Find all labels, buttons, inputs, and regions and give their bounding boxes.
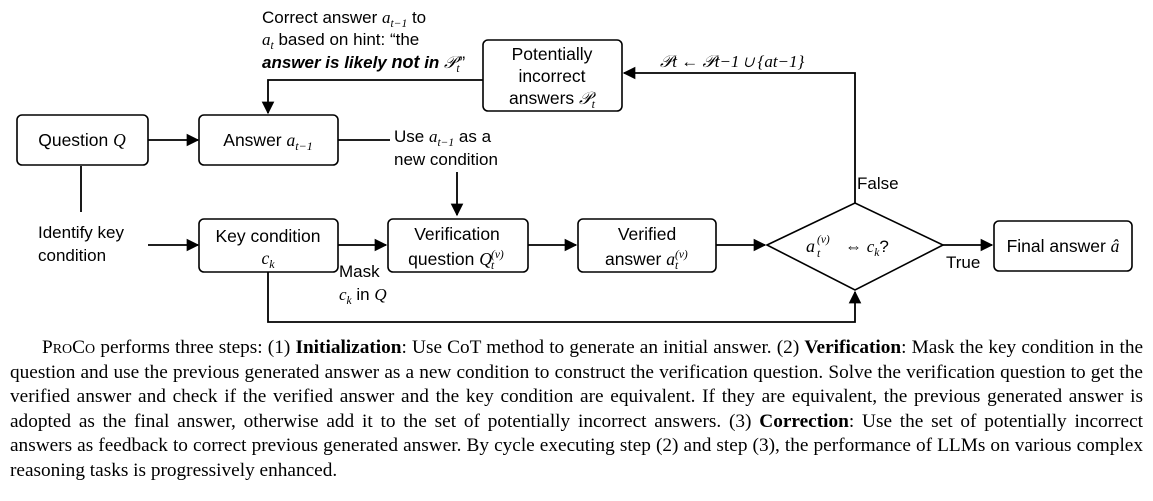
svg-text:Verified: Verified — [618, 224, 676, 244]
svg-text:t: t — [817, 248, 821, 260]
svg-text:Key condition: Key condition — [215, 226, 320, 246]
connectors — [80, 66, 994, 323]
false-label: False — [857, 174, 899, 193]
svg-text:incorrect: incorrect — [518, 66, 585, 86]
equivalence-check-diamond: a (v) t ⇔ ck? — [765, 202, 945, 291]
svg-text:Final answer â: Final answer â — [1007, 236, 1120, 256]
svg-text:condition: condition — [38, 246, 106, 265]
new-condition-label: Use at−1 as a new condition — [394, 127, 498, 169]
svg-text:Answer at−1: Answer at−1 — [223, 130, 312, 153]
caption-correction-text: : Use the set of potentially incorrect a… — [10, 410, 1143, 481]
question-box: Question Q — [16, 114, 149, 166]
mask-label: Mask ck in Q — [339, 262, 387, 307]
arrow-feedback-to-answer — [261, 79, 483, 115]
svg-text:Verification: Verification — [414, 224, 500, 244]
verified-answer-box: Verified answer a (v) t — [577, 218, 717, 273]
svg-text:(v): (v) — [491, 249, 504, 261]
figure-caption: ProCo performs three steps: (1) Initiali… — [10, 336, 1143, 484]
svg-text:ck in Q: ck in Q — [339, 285, 387, 307]
caption-intro: performs three steps: (1) — [100, 337, 291, 358]
svg-text:(v): (v) — [817, 234, 830, 246]
final-answer-box: Final answer â — [993, 220, 1133, 272]
step-verification-label: Verification — [804, 337, 902, 358]
svg-text:Potentially: Potentially — [512, 44, 593, 64]
method-name: ProCo — [42, 337, 96, 358]
svg-text:a: a — [806, 236, 815, 256]
svg-text:(v): (v) — [675, 249, 688, 261]
svg-text:Mask: Mask — [339, 262, 380, 281]
answer-box: Answer at−1 — [198, 114, 339, 166]
step-initialization-label: Initialization — [295, 337, 402, 358]
svg-text:question Q: question Q — [408, 249, 492, 269]
true-label: True — [946, 253, 980, 272]
svg-text:new condition: new condition — [394, 150, 498, 169]
svg-text:at based on hint: “the: at based on hint: “the — [262, 30, 419, 52]
svg-text:Correct answer at−1 to: Correct answer at−1 to — [262, 8, 426, 30]
key-condition-box: Key condition ck — [198, 218, 339, 273]
svg-text:answer a: answer a — [605, 249, 675, 269]
svg-text:ck: ck — [261, 248, 275, 271]
arrow-false-to-potentially-incorrect — [622, 66, 856, 205]
svg-text:Use at−1 as a: Use at−1 as a — [394, 127, 492, 149]
proco-flow-diagram: Question Q Answer at−1 Potentially incor… — [16, 8, 1133, 323]
caption-initialization-text: : Use CoT method to generate an initial … — [401, 337, 800, 358]
svg-text:t: t — [491, 260, 495, 272]
caption-verification-text: : Mask the key condition in the question… — [10, 337, 1144, 432]
update-rule-label: 𝒫t ← 𝒫t−1 ∪ {at−1} — [660, 52, 805, 71]
svg-text:answers 𝒫t: answers 𝒫t — [509, 88, 597, 111]
arrow-key-condition-to-decision — [267, 272, 862, 323]
svg-text:Question Q: Question Q — [38, 130, 126, 150]
svg-text:t: t — [675, 260, 679, 272]
identify-key-label: Identify key condition — [38, 223, 124, 265]
correction-hint-label: Correct answer at−1 to at based on hint:… — [262, 8, 466, 75]
potentially-incorrect-box: Potentially incorrect answers 𝒫t — [482, 39, 623, 112]
svg-text:⇔ ck?: ⇔ ck? — [845, 237, 889, 259]
verification-question-box: Verification question Q (v) t — [387, 218, 529, 273]
svg-text:answer is likely not in 𝒫t”: answer is likely not in 𝒫t” — [262, 52, 466, 75]
step-correction-label: Correction — [759, 410, 849, 432]
svg-text:Identify key: Identify key — [38, 223, 124, 242]
